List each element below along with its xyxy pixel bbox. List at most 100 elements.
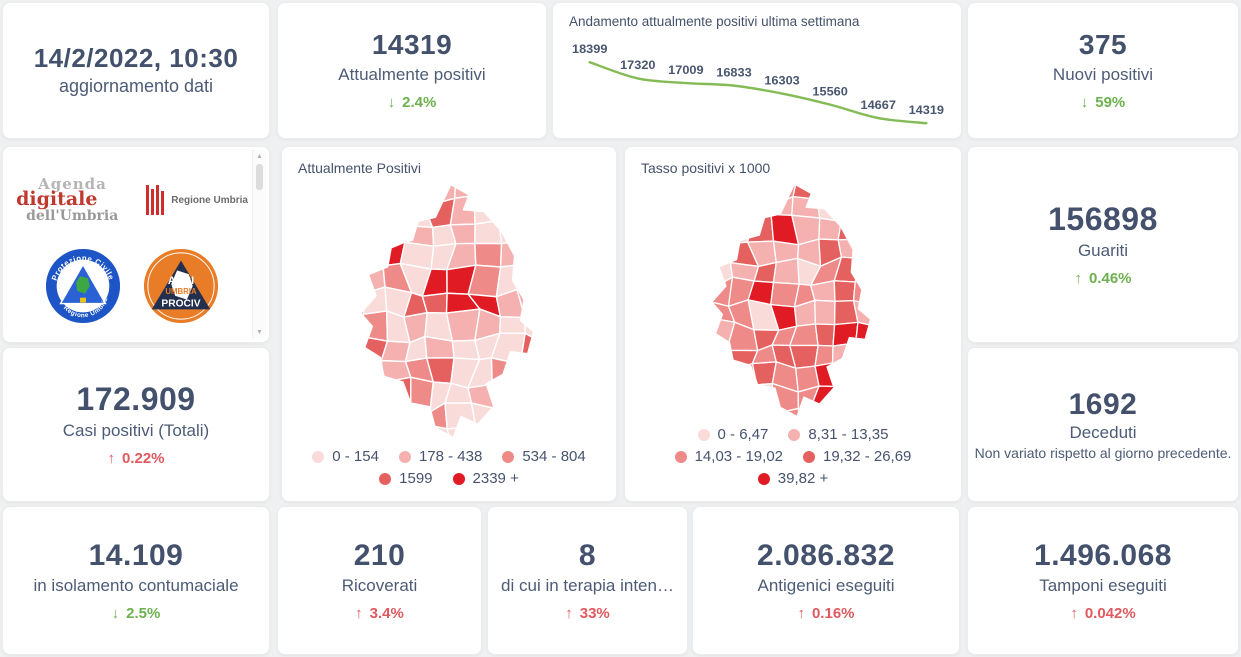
map-cell[interactable] — [831, 362, 862, 391]
map-cell[interactable] — [878, 200, 896, 224]
map-cell[interactable] — [537, 427, 561, 447]
map-cell[interactable] — [407, 404, 435, 427]
map-cell[interactable] — [517, 199, 545, 230]
map-cell[interactable] — [797, 407, 818, 426]
map-cell[interactable] — [873, 178, 896, 205]
map-cell[interactable] — [499, 240, 525, 268]
map-cell[interactable] — [354, 194, 385, 231]
map-cell[interactable] — [541, 225, 561, 251]
map-cell[interactable] — [690, 365, 715, 393]
map-cell[interactable] — [491, 383, 518, 410]
map-cell[interactable] — [876, 342, 896, 370]
map-cell[interactable] — [690, 237, 716, 266]
map-cell[interactable] — [881, 307, 896, 327]
map-cell[interactable] — [513, 181, 546, 203]
map-cell[interactable] — [493, 201, 522, 226]
map-cell[interactable] — [690, 300, 718, 326]
map-cell[interactable] — [519, 332, 543, 365]
scroll-down-icon[interactable]: ▼ — [256, 329, 263, 336]
map-cell[interactable] — [839, 178, 864, 200]
map-cell[interactable] — [382, 376, 412, 411]
map-cell[interactable] — [498, 315, 526, 335]
map-cell[interactable] — [854, 257, 883, 283]
map-cell[interactable] — [791, 195, 821, 219]
map-cell[interactable] — [338, 263, 367, 299]
map-cell[interactable] — [514, 358, 547, 389]
map-cell[interactable] — [853, 178, 880, 201]
map-cell[interactable] — [726, 362, 758, 393]
map-cell[interactable] — [514, 385, 547, 410]
map-cell[interactable] — [361, 240, 384, 267]
map-cell[interactable] — [831, 342, 858, 364]
map-cell[interactable] — [690, 178, 717, 200]
map-cell[interactable] — [730, 196, 756, 222]
map-cell[interactable] — [381, 404, 412, 431]
map-cell[interactable] — [337, 224, 363, 245]
map-cell[interactable] — [538, 200, 561, 228]
map-cell[interactable] — [690, 385, 715, 414]
map-cell[interactable] — [399, 423, 435, 448]
map-cell[interactable] — [750, 178, 779, 205]
map-cell[interactable] — [409, 376, 434, 413]
map-cell[interactable] — [876, 245, 896, 266]
map-cell[interactable] — [705, 391, 734, 408]
map-cell[interactable] — [560, 264, 561, 291]
map-cell[interactable] — [359, 310, 389, 342]
legend-item[interactable]: 0 - 6,47 — [697, 426, 768, 443]
map-cell[interactable] — [360, 426, 386, 448]
map-cell[interactable] — [883, 263, 896, 281]
map-cell[interactable] — [837, 238, 863, 260]
map-cell[interactable] — [446, 426, 477, 448]
map-cell[interactable] — [516, 288, 542, 321]
map-cell[interactable] — [337, 426, 364, 448]
map-cell[interactable] — [809, 408, 836, 426]
map-cell[interactable] — [362, 286, 388, 316]
map-cell[interactable] — [837, 220, 863, 241]
map-cell[interactable] — [493, 179, 520, 207]
map-cell[interactable] — [880, 384, 896, 405]
map-cell[interactable] — [814, 323, 836, 347]
map-cell[interactable] — [497, 219, 522, 245]
legend-item[interactable]: 534 - 804 — [502, 448, 586, 465]
map-cell[interactable] — [772, 257, 800, 285]
map-cell[interactable] — [690, 219, 716, 243]
map-cell[interactable] — [816, 180, 842, 200]
map-cell[interactable] — [337, 292, 367, 316]
map-cell[interactable] — [380, 194, 410, 231]
map-cell[interactable] — [851, 220, 878, 246]
map-cell[interactable] — [468, 423, 504, 448]
map-cell[interactable] — [712, 217, 733, 245]
map-cell[interactable] — [851, 196, 880, 225]
choropleth-map-attualmente-positivi[interactable] — [337, 178, 561, 448]
map-cell[interactable] — [874, 404, 896, 426]
map-cell[interactable] — [705, 365, 732, 393]
map-cell[interactable] — [690, 194, 716, 225]
map-cell[interactable] — [834, 386, 862, 413]
map-cell[interactable] — [421, 292, 448, 314]
map-cell[interactable] — [751, 408, 777, 426]
map-cell[interactable] — [473, 242, 503, 268]
map-cell[interactable] — [833, 280, 856, 302]
map-cell[interactable] — [399, 178, 431, 208]
map-cell[interactable] — [337, 181, 355, 199]
map-cell[interactable] — [472, 178, 500, 207]
map-cell[interactable] — [746, 213, 775, 243]
map-cell[interactable] — [490, 357, 521, 387]
map-cell[interactable] — [770, 195, 794, 216]
map-cell[interactable] — [337, 355, 357, 384]
map-cell[interactable] — [337, 377, 366, 412]
map-cell[interactable] — [818, 217, 842, 241]
map-cell[interactable] — [470, 402, 504, 428]
map-cell[interactable] — [832, 409, 863, 426]
map-cell[interactable] — [541, 246, 561, 275]
map-cell[interactable] — [513, 426, 543, 448]
map-cell[interactable] — [712, 237, 732, 264]
map-cell[interactable] — [560, 240, 561, 270]
map-cell[interactable] — [516, 403, 543, 436]
legend-item[interactable]: 19,32 - 26,69 — [803, 448, 911, 465]
map-cell[interactable] — [337, 240, 366, 266]
legend-item[interactable]: 1599 — [379, 470, 433, 487]
map-cell[interactable] — [381, 423, 409, 448]
scrollbar-thumb[interactable] — [256, 164, 263, 190]
map-cell[interactable] — [382, 178, 410, 199]
